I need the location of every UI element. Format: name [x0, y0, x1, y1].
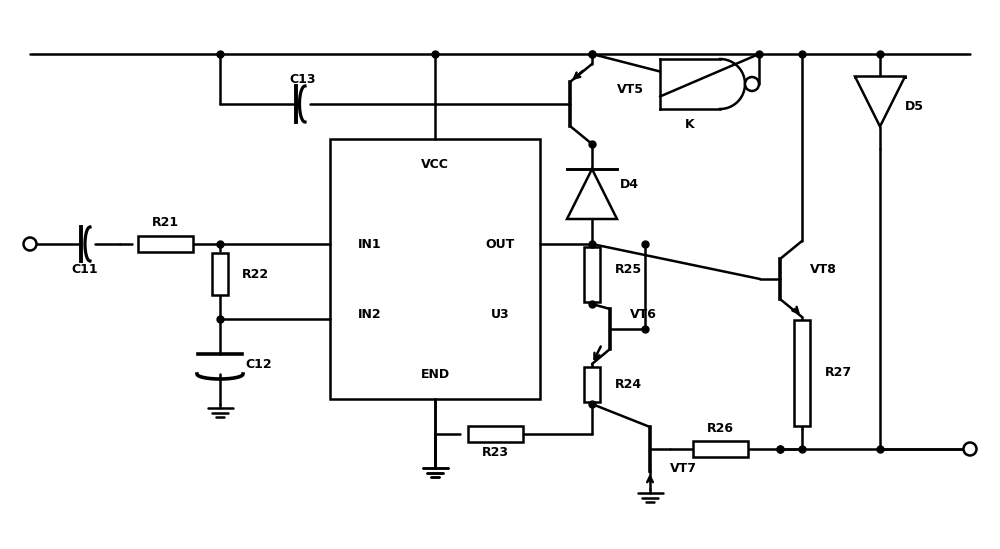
Text: C11: C11 — [72, 262, 98, 276]
Bar — [212, 253, 228, 295]
Text: C12: C12 — [245, 357, 272, 371]
Polygon shape — [855, 76, 905, 126]
Text: R27: R27 — [825, 367, 852, 379]
Text: IN2: IN2 — [358, 307, 382, 321]
Text: C13: C13 — [290, 72, 316, 86]
Text: VCC: VCC — [421, 158, 449, 171]
Bar — [330, 139, 540, 399]
Text: VT5: VT5 — [617, 82, 644, 96]
Bar — [584, 367, 600, 401]
Text: R22: R22 — [242, 267, 269, 281]
Text: U3: U3 — [491, 307, 509, 321]
Text: VT8: VT8 — [810, 262, 837, 276]
Text: R23: R23 — [482, 445, 509, 458]
Bar — [468, 426, 522, 442]
Circle shape — [24, 238, 36, 250]
Text: VT7: VT7 — [670, 462, 697, 475]
Circle shape — [964, 442, 976, 456]
Text: D4: D4 — [620, 177, 639, 191]
Text: R25: R25 — [615, 262, 642, 276]
Circle shape — [745, 77, 759, 91]
Text: VT6: VT6 — [630, 307, 657, 321]
Text: R24: R24 — [615, 378, 642, 390]
Text: IN1: IN1 — [358, 238, 382, 250]
Text: OUT: OUT — [485, 238, 515, 250]
Text: R26: R26 — [706, 423, 734, 435]
Text: D5: D5 — [905, 100, 924, 113]
Bar — [138, 236, 192, 252]
Text: END: END — [420, 367, 450, 380]
Text: R21: R21 — [151, 216, 179, 228]
Text: K: K — [685, 117, 695, 131]
Bar — [584, 247, 600, 301]
Bar — [692, 441, 748, 457]
Polygon shape — [567, 169, 617, 219]
Bar — [794, 320, 810, 426]
